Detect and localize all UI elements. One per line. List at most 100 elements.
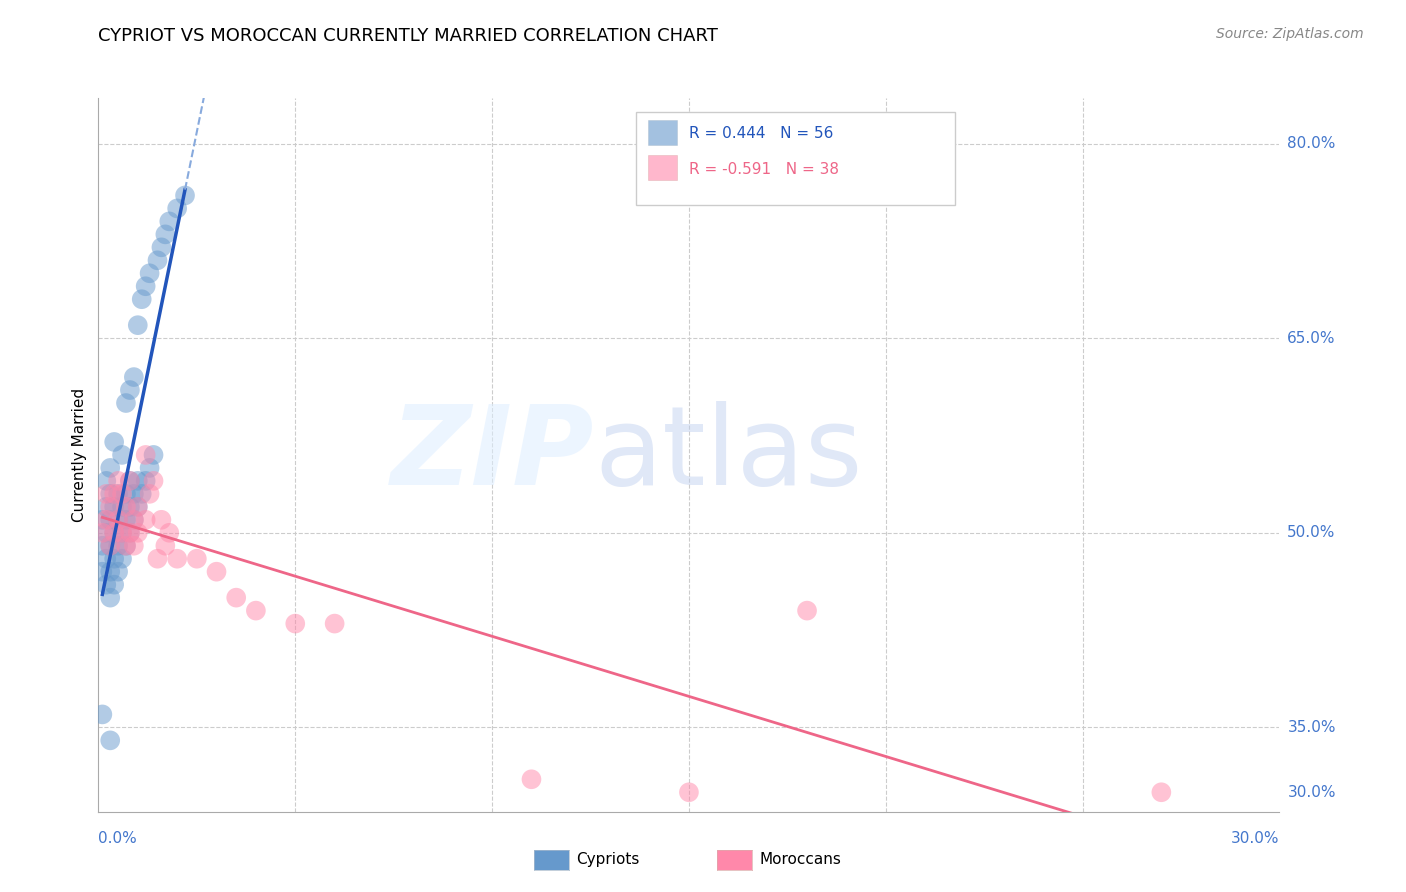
Text: 30.0%: 30.0% xyxy=(1232,831,1279,847)
Point xyxy=(103,500,125,514)
Point xyxy=(118,474,141,488)
Point xyxy=(103,487,125,501)
Point xyxy=(127,474,149,488)
Point xyxy=(118,525,141,540)
Point xyxy=(98,733,121,747)
Text: 50.0%: 50.0% xyxy=(1288,525,1336,541)
Point xyxy=(174,188,197,202)
Point xyxy=(122,370,145,384)
Point xyxy=(96,474,118,488)
Point xyxy=(245,604,267,618)
Point xyxy=(96,525,118,540)
Point xyxy=(111,448,134,462)
Point xyxy=(91,707,114,722)
Point xyxy=(1150,785,1173,799)
Point xyxy=(107,513,129,527)
Point xyxy=(127,318,149,333)
Point xyxy=(138,461,160,475)
Point xyxy=(96,513,118,527)
FancyBboxPatch shape xyxy=(636,112,955,205)
Point xyxy=(96,487,118,501)
Point xyxy=(96,500,118,514)
Point xyxy=(157,525,180,540)
Point xyxy=(91,525,114,540)
Point xyxy=(135,279,157,293)
Point xyxy=(103,434,125,449)
Point xyxy=(150,240,173,254)
Point xyxy=(98,539,121,553)
Point xyxy=(111,525,134,540)
Text: R = -0.591   N = 38: R = -0.591 N = 38 xyxy=(689,162,839,177)
Point xyxy=(98,461,121,475)
Point xyxy=(166,551,188,566)
Point xyxy=(98,487,121,501)
Point xyxy=(111,487,134,501)
Text: 65.0%: 65.0% xyxy=(1288,331,1336,345)
Point xyxy=(323,616,346,631)
Point xyxy=(115,539,138,553)
Point xyxy=(115,539,138,553)
Point xyxy=(122,487,145,501)
Text: 0.0%: 0.0% xyxy=(98,831,138,847)
Point xyxy=(107,474,129,488)
Point xyxy=(155,227,177,242)
Point xyxy=(103,525,125,540)
Point xyxy=(115,396,138,410)
Point xyxy=(142,448,165,462)
Point xyxy=(118,383,141,397)
Point xyxy=(135,513,157,527)
Point xyxy=(205,565,228,579)
Point xyxy=(103,525,125,540)
Point xyxy=(146,551,169,566)
Point xyxy=(98,565,121,579)
Point xyxy=(98,591,121,605)
Point xyxy=(98,500,121,514)
Point xyxy=(103,551,125,566)
Point xyxy=(96,577,118,591)
Point xyxy=(678,785,700,799)
Point xyxy=(131,292,153,306)
Text: 80.0%: 80.0% xyxy=(1288,136,1336,151)
Point xyxy=(127,525,149,540)
Text: R = 0.444   N = 56: R = 0.444 N = 56 xyxy=(689,127,834,141)
Point xyxy=(520,772,543,787)
Point xyxy=(111,525,134,540)
Point xyxy=(166,202,188,216)
Point xyxy=(111,500,134,514)
Point xyxy=(122,539,145,553)
Point xyxy=(284,616,307,631)
Point xyxy=(103,577,125,591)
Text: atlas: atlas xyxy=(595,401,863,508)
Point xyxy=(118,474,141,488)
Text: Source: ZipAtlas.com: Source: ZipAtlas.com xyxy=(1216,27,1364,41)
Point xyxy=(127,500,149,514)
Point xyxy=(118,525,141,540)
Point xyxy=(138,487,160,501)
Point xyxy=(186,551,208,566)
Point xyxy=(122,513,145,527)
Point xyxy=(146,253,169,268)
Point xyxy=(150,513,173,527)
Point xyxy=(107,513,129,527)
Point xyxy=(157,214,180,228)
Text: Moroccans: Moroccans xyxy=(759,853,841,867)
Point xyxy=(118,500,141,514)
Point xyxy=(107,539,129,553)
Point xyxy=(98,539,121,553)
Point xyxy=(107,565,129,579)
Point xyxy=(131,487,153,501)
Point xyxy=(115,500,138,514)
Point xyxy=(98,513,121,527)
Point xyxy=(796,604,818,618)
Text: CYPRIOT VS MOROCCAN CURRENTLY MARRIED CORRELATION CHART: CYPRIOT VS MOROCCAN CURRENTLY MARRIED CO… xyxy=(98,27,718,45)
Point xyxy=(91,539,114,553)
Point xyxy=(138,266,160,280)
Point xyxy=(107,487,129,501)
Point xyxy=(142,474,165,488)
Point xyxy=(96,551,118,566)
Point xyxy=(91,513,114,527)
Text: 30.0%: 30.0% xyxy=(1288,785,1336,800)
Text: 35.0%: 35.0% xyxy=(1288,720,1336,735)
Text: Cypriots: Cypriots xyxy=(576,853,640,867)
Point xyxy=(111,551,134,566)
